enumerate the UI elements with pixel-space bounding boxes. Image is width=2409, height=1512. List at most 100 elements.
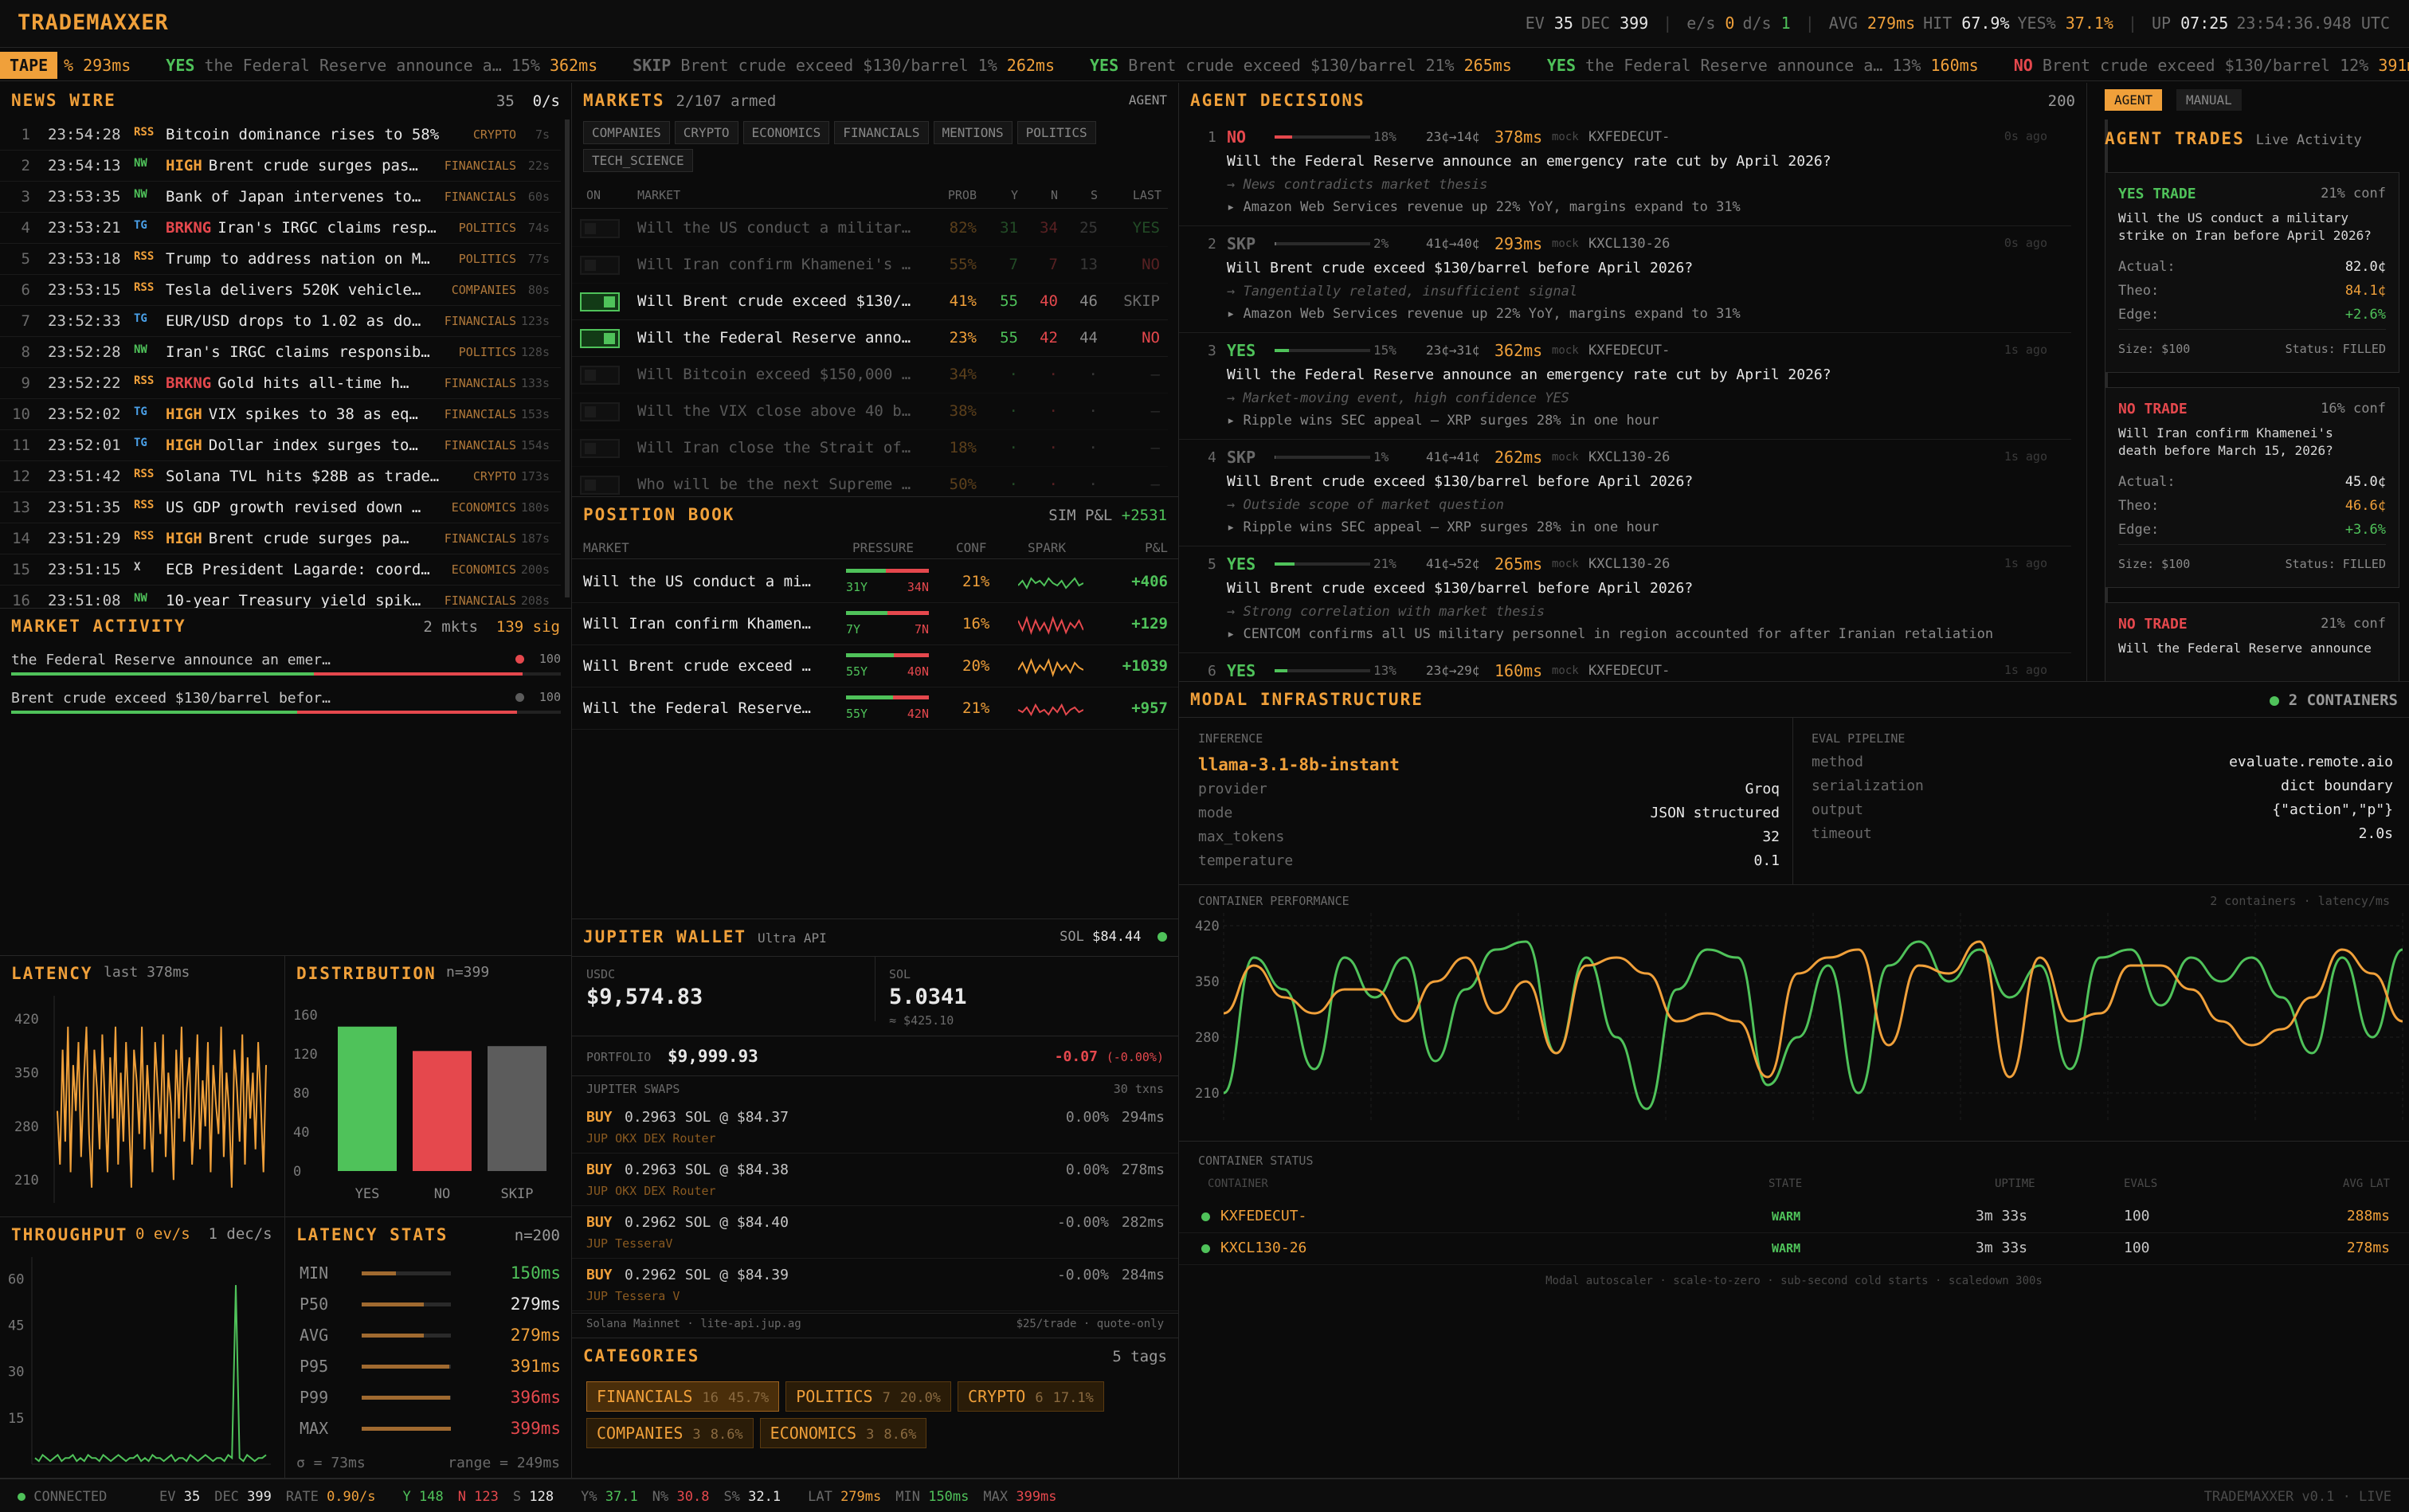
category-chip-politics[interactable]: POLITICS 7 20.0% <box>785 1381 952 1412</box>
market-last: — <box>1150 366 1160 383</box>
news-item[interactable]: 8 23:52:28 NW Iran's IRGC claims responsib…… <box>0 337 561 368</box>
activity-item[interactable]: the Federal Reserve announce an emer… 100 <box>0 644 571 682</box>
news-item[interactable]: 2 23:54:13 NW HIGH Brent crude surges pas… FI… <box>0 151 561 182</box>
market-toggle[interactable] <box>580 256 620 275</box>
news-wire-panel: NEWS WIRE 35 0/s 1 23:54:28 RSS Bitcoin dom… <box>0 83 572 609</box>
inference-label: INFERENCE <box>1198 731 1263 746</box>
news-scrollbar[interactable] <box>565 119 570 597</box>
news-time: 23:51:29 <box>48 530 121 547</box>
category-chip-economics[interactable]: ECONOMICS 3 8.6% <box>759 1418 927 1448</box>
news-item[interactable]: 14 23:51:29 RSS HIGH Brent crude surges pa… F… <box>0 523 561 554</box>
news-item[interactable]: 3 23:53:35 NW Bank of Japan intervenes to… F… <box>0 182 561 213</box>
market-toggle[interactable] <box>580 329 620 348</box>
market-tag-politics[interactable]: POLITICS <box>1016 121 1096 144</box>
market-row[interactable]: Who will be the next Supreme … 50% · · · — <box>572 467 1168 496</box>
container-dot <box>1201 1244 1210 1253</box>
market-row[interactable]: Will Bitcoin exceed $150,000 … 34% · · · — <box>572 357 1168 394</box>
trade-card[interactable]: NO TRADE 16% conf Will Iran confirm Khamen… <box>2105 387 2399 588</box>
swap-row[interactable]: BUY 0.2962 SOL @ $84.40 JUP TesseraV -0.00%… <box>572 1206 1178 1259</box>
decision-row[interactable]: 5 YES 21% 41¢→52¢ 265ms mock KXCL130-26 1s ago W… <box>1179 546 2071 653</box>
market-tag-economics[interactable]: ECONOMICS <box>742 121 830 144</box>
market-tag-companies[interactable]: COMPANIES <box>583 121 670 144</box>
news-item[interactable]: 7 23:52:33 TG EUR/USD drops to 1.02 as do… F… <box>0 306 561 337</box>
market-row[interactable]: Will Iran confirm Khamenei's … 55% 7 7 13 NO <box>572 247 1168 284</box>
latency-stat-row: MIN 150ms <box>285 1257 571 1288</box>
news-item[interactable]: 5 23:53:18 RSS Trump to address nation on M… <box>0 244 561 275</box>
container-evals: 100 <box>2124 1240 2150 1256</box>
decision-row[interactable]: 6 YES 13% 23¢→29¢ 160ms mock KXFEDECUT- 1s ago <box>1179 653 2071 681</box>
decision-row[interactable]: 3 YES 15% 23¢→31¢ 362ms mock KXFEDECUT- 1s ago W… <box>1179 333 2071 440</box>
activity-item[interactable]: Brent crude exceed $130/barrel befor… 100 <box>0 682 571 720</box>
decision-conf-track <box>1275 349 1370 352</box>
decision-row[interactable]: 2 SKP 2% 41¢→40¢ 293ms mock KXCL130-26 0s ago Wi… <box>1179 226 2071 333</box>
news-age: 22s <box>527 159 550 173</box>
news-item[interactable]: 10 23:52:02 TG HIGH VIX spikes to 38 as eq… F… <box>0 399 561 430</box>
market-name: Who will be the next Supreme … <box>637 476 911 493</box>
position-row[interactable]: Will Brent crude exceed … 55Y 40N 20% +1039 <box>572 645 1178 687</box>
market-toggle[interactable] <box>580 439 620 458</box>
news-category: FINANCIALS <box>444 159 516 173</box>
market-toggle[interactable] <box>580 402 620 421</box>
swap-row[interactable]: BUY 0.2962 SOL @ $84.39 JUP Tessera V -0.00… <box>572 1259 1178 1311</box>
position-row[interactable]: Will Iran confirm Khamen… 7Y 7N 16% +129 <box>572 603 1178 645</box>
news-item[interactable]: 16 23:51:08 NW 10-year Treasury yield spik…… <box>0 586 561 608</box>
news-item[interactable]: 12 23:51:42 RSS Solana TVL hits $28B as tra… <box>0 461 561 492</box>
news-item[interactable]: 9 23:52:22 RSS BRKNG Gold hits all-time h… FI… <box>0 368 561 399</box>
news-index: 14 <box>12 530 30 547</box>
config-row: output {"action","p"} <box>1812 801 2393 825</box>
tab-agent[interactable]: AGENT <box>2105 89 2163 111</box>
trade-card[interactable]: NO TRADE 21% conf Will the Federal Reserve… <box>2105 602 2399 681</box>
status-col-state: STATE <box>1769 1177 1803 1190</box>
trade-card[interactable]: YES TRADE 21% conf Will the US conduct a m… <box>2105 172 2399 373</box>
config-value: 0.1 <box>1753 852 1780 869</box>
decision-ticker: KXCL130-26 <box>1588 449 1671 465</box>
market-tag-tech_science[interactable]: TECH_SCIENCE <box>583 149 693 172</box>
category-chip-financials[interactable]: FINANCIALS 16 45.7% <box>586 1381 780 1412</box>
market-name: Will Brent crude exceed $130/… <box>637 292 911 310</box>
decision-price: 23¢→29¢ <box>1426 663 1480 678</box>
decision-row[interactable]: 1 NO 18% 23¢→14¢ 378ms mock KXFEDECUT- 0s ago Wi… <box>1179 119 2071 226</box>
category-chip-companies[interactable]: COMPANIES 3 8.6% <box>586 1418 754 1448</box>
market-row[interactable]: Will the VIX close above 40 b… 38% · · · — <box>572 394 1168 430</box>
container-row[interactable]: KXCL130-26 WARM 3m 33s 100 278ms <box>1179 1233 2409 1265</box>
market-toggle[interactable] <box>580 366 620 385</box>
y-tick-label: 15 <box>8 1411 24 1427</box>
news-category: POLITICS <box>458 345 516 359</box>
market-row[interactable]: Will the US conduct a militar… 82% 31 34 25 Y… <box>572 210 1168 247</box>
news-item[interactable]: 6 23:53:15 RSS Tesla delivers 520K vehicle…… <box>0 275 561 306</box>
container-state: WARM <box>1772 1241 1801 1255</box>
market-toggle[interactable] <box>580 476 620 495</box>
market-row[interactable]: Will the Federal Reserve anno… 23% 55 42 44 N… <box>572 320 1168 357</box>
container-row[interactable]: KXFEDECUT- WARM 3m 33s 100 288ms <box>1179 1201 2409 1233</box>
swap-row[interactable]: BUY 0.2963 SOL @ $84.38 JUP OKX DEX Router… <box>572 1154 1178 1206</box>
position-row[interactable]: Will the US conduct a mi… 31Y 34N 21% +406 <box>572 561 1178 603</box>
news-item[interactable]: 15 23:51:15 X ECB President Lagarde: coord…… <box>0 554 561 586</box>
category-chip-crypto[interactable]: CRYPTO 6 17.1% <box>958 1381 1104 1412</box>
position-market: Will the Federal Reserve… <box>583 699 811 717</box>
metric-key: N% <box>652 1489 677 1505</box>
trade-theo-value: 84.1¢ <box>2344 283 2386 299</box>
news-headline: Trump to address nation on M… <box>166 250 445 268</box>
news-item[interactable]: 11 23:52:01 TG HIGH Dollar index surges to… F… <box>0 430 561 461</box>
decision-action: YES <box>1227 661 1256 680</box>
swap-row[interactable]: BUY 0.2963 SOL @ $84.37 JUP OKX DEX Router… <box>572 1101 1178 1154</box>
trade-conf: 21% conf <box>2321 186 2386 202</box>
market-tag-mentions[interactable]: MENTIONS <box>933 121 1013 144</box>
trade-size: Size: $100 <box>2118 557 2191 571</box>
market-toggle[interactable] <box>580 219 620 238</box>
market-toggle[interactable] <box>580 292 620 311</box>
decision-reason: → Tangentially related, insufficient sig… <box>1227 284 1578 300</box>
tab-manual[interactable]: MANUAL <box>2176 89 2242 111</box>
decision-ticker: KXCL130-26 <box>1588 556 1671 572</box>
sol-price: $84.44 <box>1092 929 1142 945</box>
market-tag-crypto[interactable]: CRYPTO <box>674 121 738 144</box>
x-tick-label: SKIP <box>501 1186 534 1202</box>
news-item[interactable]: 13 23:51:35 RSS US GDP growth revised down … <box>0 492 561 523</box>
news-item[interactable]: 1 23:54:28 RSS Bitcoin dominance rises to 5… <box>0 119 561 151</box>
market-row[interactable]: Will Iran close the Strait of… 18% · · · — <box>572 430 1168 467</box>
position-row[interactable]: Will the Federal Reserve… 55Y 42N 21% +957 <box>572 687 1178 730</box>
decision-row[interactable]: 4 SKP 1% 41¢→41¢ 262ms mock KXCL130-26 1s ago Wi… <box>1179 440 2071 546</box>
market-row[interactable]: Will Brent crude exceed $130/… 41% 55 40 46 S… <box>572 284 1168 320</box>
news-item[interactable]: 4 23:53:21 TG BRKNG Iran's IRGC claims resp…… <box>0 213 561 244</box>
market-tag-financials[interactable]: FINANCIALS <box>834 121 929 144</box>
